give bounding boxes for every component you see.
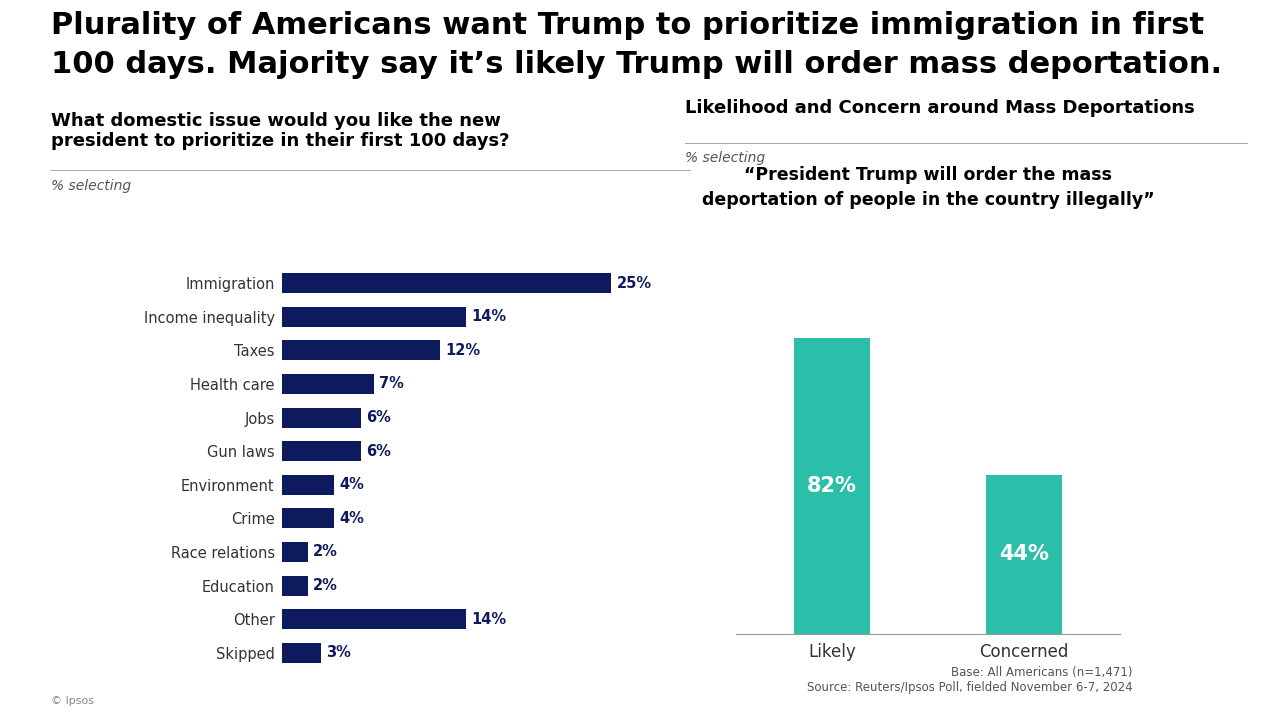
Text: 2%: 2%: [314, 578, 338, 593]
Bar: [282, 273, 612, 293]
Text: Ipsos: Ipsos: [1164, 686, 1206, 701]
Text: 2%: 2%: [314, 544, 338, 559]
Text: Likelihood and Concern around Mass Deportations: Likelihood and Concern around Mass Depor…: [685, 99, 1194, 117]
Text: 3%: 3%: [326, 645, 351, 660]
Bar: [282, 643, 321, 663]
Text: 4%: 4%: [339, 511, 365, 526]
Text: Base: All Americans (n=1,471)
Source: Reuters/Ipsos Poll, fielded November 6-7, : Base: All Americans (n=1,471) Source: Re…: [808, 666, 1133, 694]
Text: 12%: 12%: [445, 343, 480, 358]
Text: 100 days. Majority say it’s likely Trump will order mass deportation.: 100 days. Majority say it’s likely Trump…: [51, 50, 1222, 79]
Bar: [282, 575, 308, 595]
Bar: [282, 408, 361, 428]
Polygon shape: [1166, 670, 1203, 686]
Text: Plurality of Americans want Trump to prioritize immigration in first: Plurality of Americans want Trump to pri…: [51, 11, 1204, 40]
Text: What domestic issue would you like the new
president to prioritize in their firs: What domestic issue would you like the n…: [51, 112, 509, 150]
Text: 4%: 4%: [339, 477, 365, 492]
Text: 14%: 14%: [471, 310, 507, 324]
Text: 6%: 6%: [366, 444, 390, 459]
Bar: [282, 307, 466, 327]
Bar: [282, 609, 466, 629]
Text: 14%: 14%: [471, 612, 507, 626]
Circle shape: [1172, 654, 1197, 668]
Text: “President Trump will order the mass
deportation of people in the country illega: “President Trump will order the mass dep…: [701, 166, 1155, 209]
Text: 6%: 6%: [366, 410, 390, 425]
Text: 82%: 82%: [808, 476, 856, 496]
Bar: [794, 338, 870, 634]
Text: % selecting: % selecting: [685, 151, 765, 165]
Bar: [282, 474, 334, 495]
Bar: [986, 475, 1062, 634]
Bar: [282, 441, 361, 462]
Bar: [282, 341, 440, 361]
Text: % selecting: % selecting: [51, 179, 132, 192]
Text: 44%: 44%: [1000, 544, 1048, 564]
Text: 25%: 25%: [617, 276, 652, 291]
Bar: [282, 374, 374, 394]
Text: 7%: 7%: [379, 377, 404, 392]
Bar: [282, 508, 334, 528]
Bar: [282, 542, 308, 562]
Text: © Ipsos: © Ipsos: [51, 696, 95, 706]
